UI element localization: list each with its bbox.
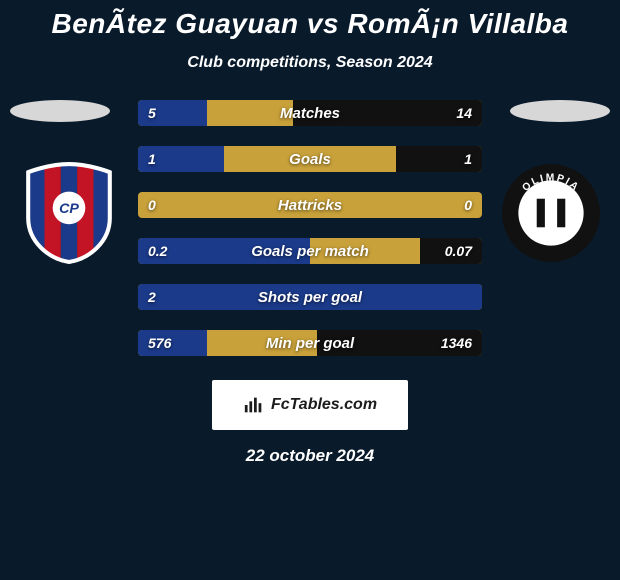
page-title: BenÃ­tez Guayuan vs RomÃ¡n Villalba	[0, 8, 620, 40]
date: 22 october 2024	[0, 446, 620, 466]
stat-bars: Matches5 14 Goals1 1 Hattricks0 0 Goals per ma…	[138, 100, 482, 376]
club-badge-right: OLIMPIA	[500, 162, 602, 264]
stat-value-left: 2	[138, 284, 166, 310]
comparison-card: BenÃ­tez Guayuan vs RomÃ¡n Villalba Club…	[0, 0, 620, 580]
stat-value-left: 5	[138, 100, 166, 126]
stat-row: Shots per goal2	[138, 284, 482, 310]
ring-badge-icon: OLIMPIA	[500, 162, 602, 264]
stat-label: Shots per goal	[138, 284, 482, 310]
shadow-left	[10, 100, 110, 122]
shadow-right	[510, 100, 610, 122]
stat-value-left: 0.2	[138, 238, 177, 264]
stat-value-left: 576	[138, 330, 181, 356]
bar-chart-icon	[243, 394, 265, 416]
stat-row: Hattricks0 0	[138, 192, 482, 218]
stat-value-right: 14	[446, 100, 482, 126]
stat-value-right: 0.07	[435, 238, 482, 264]
comparison-main: CP OLIMPIA Matches5 14 Goals1 1 Hattricks0 0 G…	[0, 100, 620, 360]
stat-value-right: 1346	[431, 330, 482, 356]
club-badge-left: CP	[18, 162, 120, 264]
stat-value-left: 1	[138, 146, 166, 172]
stat-row: Min per goal5761346	[138, 330, 482, 356]
stat-label: Goals	[138, 146, 482, 172]
stat-row: Matches5 14	[138, 100, 482, 126]
watermark: FcTables.com	[212, 380, 408, 430]
stat-label: Hattricks	[138, 192, 482, 218]
stat-value-right: 0	[454, 192, 482, 218]
stat-label: Goals per match	[138, 238, 482, 264]
shield-icon: CP	[18, 162, 120, 264]
stat-row: Goals1 1	[138, 146, 482, 172]
stat-row: Goals per match0.2 0.07	[138, 238, 482, 264]
stat-value-left: 0	[138, 192, 166, 218]
subtitle: Club competitions, Season 2024	[0, 54, 620, 72]
stat-value-right: 1	[454, 146, 482, 172]
watermark-text: FcTables.com	[271, 396, 377, 414]
svg-text:CP: CP	[59, 201, 79, 217]
stat-value-right	[462, 284, 482, 310]
stat-label: Matches	[138, 100, 482, 126]
